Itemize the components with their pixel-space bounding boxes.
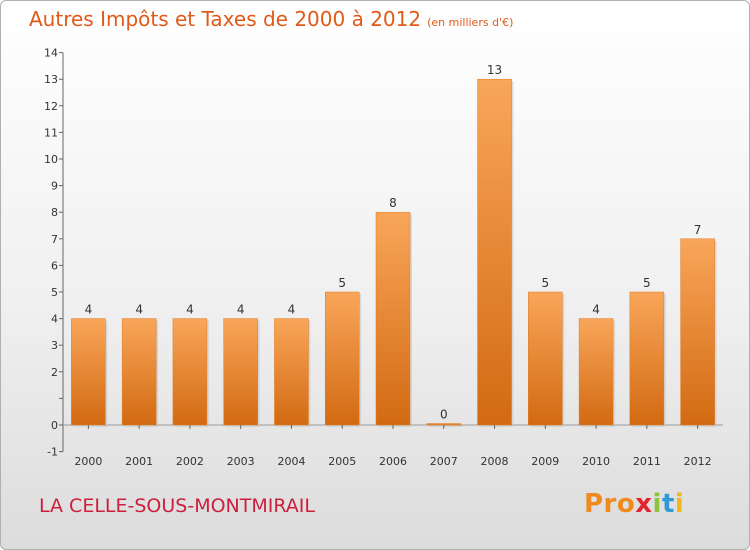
- bar: [274, 318, 309, 426]
- y-tick-label: 7: [51, 233, 58, 246]
- logo-part-x: x: [635, 489, 653, 519]
- bar: [324, 291, 360, 426]
- data-label: 4: [288, 303, 296, 317]
- commune-name: LA CELLE-SOUS-MONTMIRAIL: [39, 495, 315, 517]
- x-tick-label: 2011: [633, 455, 661, 468]
- y-tick-label: 6: [51, 259, 58, 272]
- data-label: 13: [487, 63, 502, 77]
- data-label: 4: [135, 303, 143, 317]
- bar-shadow: [428, 425, 463, 427]
- data-label: 7: [694, 223, 702, 237]
- x-tick-label: 2003: [227, 455, 255, 468]
- data-label: 4: [85, 303, 93, 317]
- y-tick-label: 8: [51, 206, 58, 219]
- data-label: 4: [237, 303, 245, 317]
- data-label: 4: [592, 303, 600, 317]
- bar: [680, 238, 715, 426]
- logo-part-pro: Pro: [584, 489, 636, 519]
- chart-subtitle: (en milliers d'€): [427, 16, 514, 29]
- x-tick-label: 2006: [379, 455, 407, 468]
- x-tick-label: 2005: [328, 455, 356, 468]
- x-tick-label: 2010: [582, 455, 610, 468]
- data-label: 8: [389, 196, 397, 210]
- bar: [375, 211, 411, 426]
- x-tick-label: 2004: [277, 455, 305, 468]
- y-tick-label: 10: [44, 153, 58, 166]
- y-tick-label: 9: [51, 180, 58, 193]
- bar: [578, 318, 614, 426]
- bar: [223, 318, 258, 426]
- y-tick-label: 11: [44, 126, 58, 139]
- x-tick-label: 2012: [684, 455, 712, 468]
- chart-title: Autres Impôts et Taxes de 2000 à 2012 (en…: [29, 7, 513, 31]
- bar: [121, 318, 157, 426]
- y-tick-label: 0: [51, 419, 58, 432]
- logo-part-t: t: [661, 489, 675, 519]
- data-label: 4: [186, 303, 194, 317]
- x-tick-label: 2008: [481, 455, 509, 468]
- y-tick-label: -1: [47, 446, 58, 459]
- x-tick-label: 2000: [74, 455, 102, 468]
- bar: [528, 291, 563, 426]
- bar: [477, 78, 512, 426]
- x-tick-label: 2009: [531, 455, 559, 468]
- x-tick-label: 2001: [125, 455, 153, 468]
- y-tick-label: 12: [44, 100, 58, 113]
- data-label: 0: [440, 408, 448, 422]
- data-label: 5: [338, 276, 346, 290]
- logo-part-i2: i: [674, 489, 685, 519]
- y-tick-label: 4: [51, 313, 58, 326]
- y-tick-label: 3: [51, 339, 58, 352]
- x-tick-label: 2002: [176, 455, 204, 468]
- y-tick-label: 5: [51, 286, 58, 299]
- proxiti-logo: Proxiti: [584, 489, 684, 519]
- x-tick-label: 2007: [430, 455, 458, 468]
- bar: [71, 318, 106, 426]
- y-tick-label: 2: [51, 366, 58, 379]
- bar: [426, 423, 462, 426]
- y-tick-label: 14: [44, 47, 58, 60]
- y-tick-label: 13: [44, 73, 58, 86]
- logo-part-i: i: [652, 489, 662, 519]
- bar: [172, 318, 208, 426]
- data-label: 5: [541, 276, 549, 290]
- data-label: 5: [643, 276, 651, 290]
- chart-title-text: Autres Impôts et Taxes de 2000 à 2012: [29, 7, 422, 31]
- bar: [629, 291, 665, 426]
